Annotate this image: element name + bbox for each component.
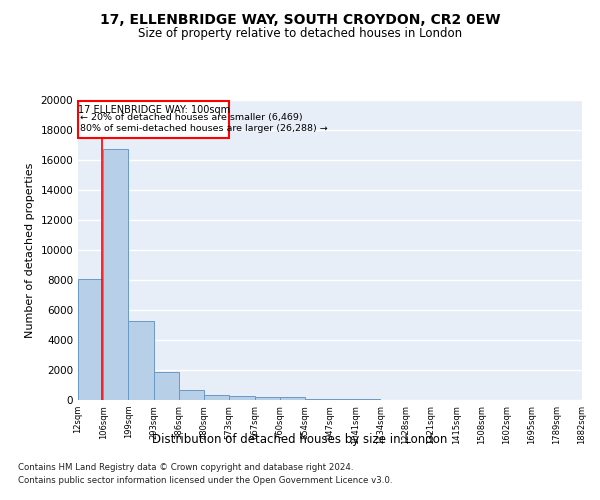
Text: Contains public sector information licensed under the Open Government Licence v3: Contains public sector information licen… bbox=[18, 476, 392, 485]
Bar bbox=[254, 397, 280, 400]
Y-axis label: Number of detached properties: Number of detached properties bbox=[25, 162, 35, 338]
Bar bbox=[305, 398, 330, 400]
Text: Contains HM Land Registry data © Crown copyright and database right 2024.: Contains HM Land Registry data © Crown c… bbox=[18, 462, 353, 471]
Bar bbox=[229, 396, 254, 400]
Text: Size of property relative to detached houses in London: Size of property relative to detached ho… bbox=[138, 28, 462, 40]
Bar bbox=[78, 278, 103, 400]
Bar bbox=[154, 372, 179, 400]
Bar bbox=[204, 395, 229, 400]
Text: Distribution of detached houses by size in London: Distribution of detached houses by size … bbox=[152, 432, 448, 446]
Text: 17, ELLENBRIDGE WAY, SOUTH CROYDON, CR2 0EW: 17, ELLENBRIDGE WAY, SOUTH CROYDON, CR2 … bbox=[100, 12, 500, 26]
FancyBboxPatch shape bbox=[78, 101, 229, 138]
Text: ← 20% of detached houses are smaller (6,469): ← 20% of detached houses are smaller (6,… bbox=[80, 114, 303, 122]
Text: 80% of semi-detached houses are larger (26,288) →: 80% of semi-detached houses are larger (… bbox=[80, 124, 328, 134]
Bar bbox=[330, 399, 355, 400]
Bar bbox=[103, 150, 128, 400]
Bar bbox=[280, 397, 305, 400]
Text: 17 ELLENBRIDGE WAY: 100sqm: 17 ELLENBRIDGE WAY: 100sqm bbox=[77, 105, 230, 115]
Bar bbox=[179, 390, 204, 400]
Bar bbox=[128, 320, 154, 400]
